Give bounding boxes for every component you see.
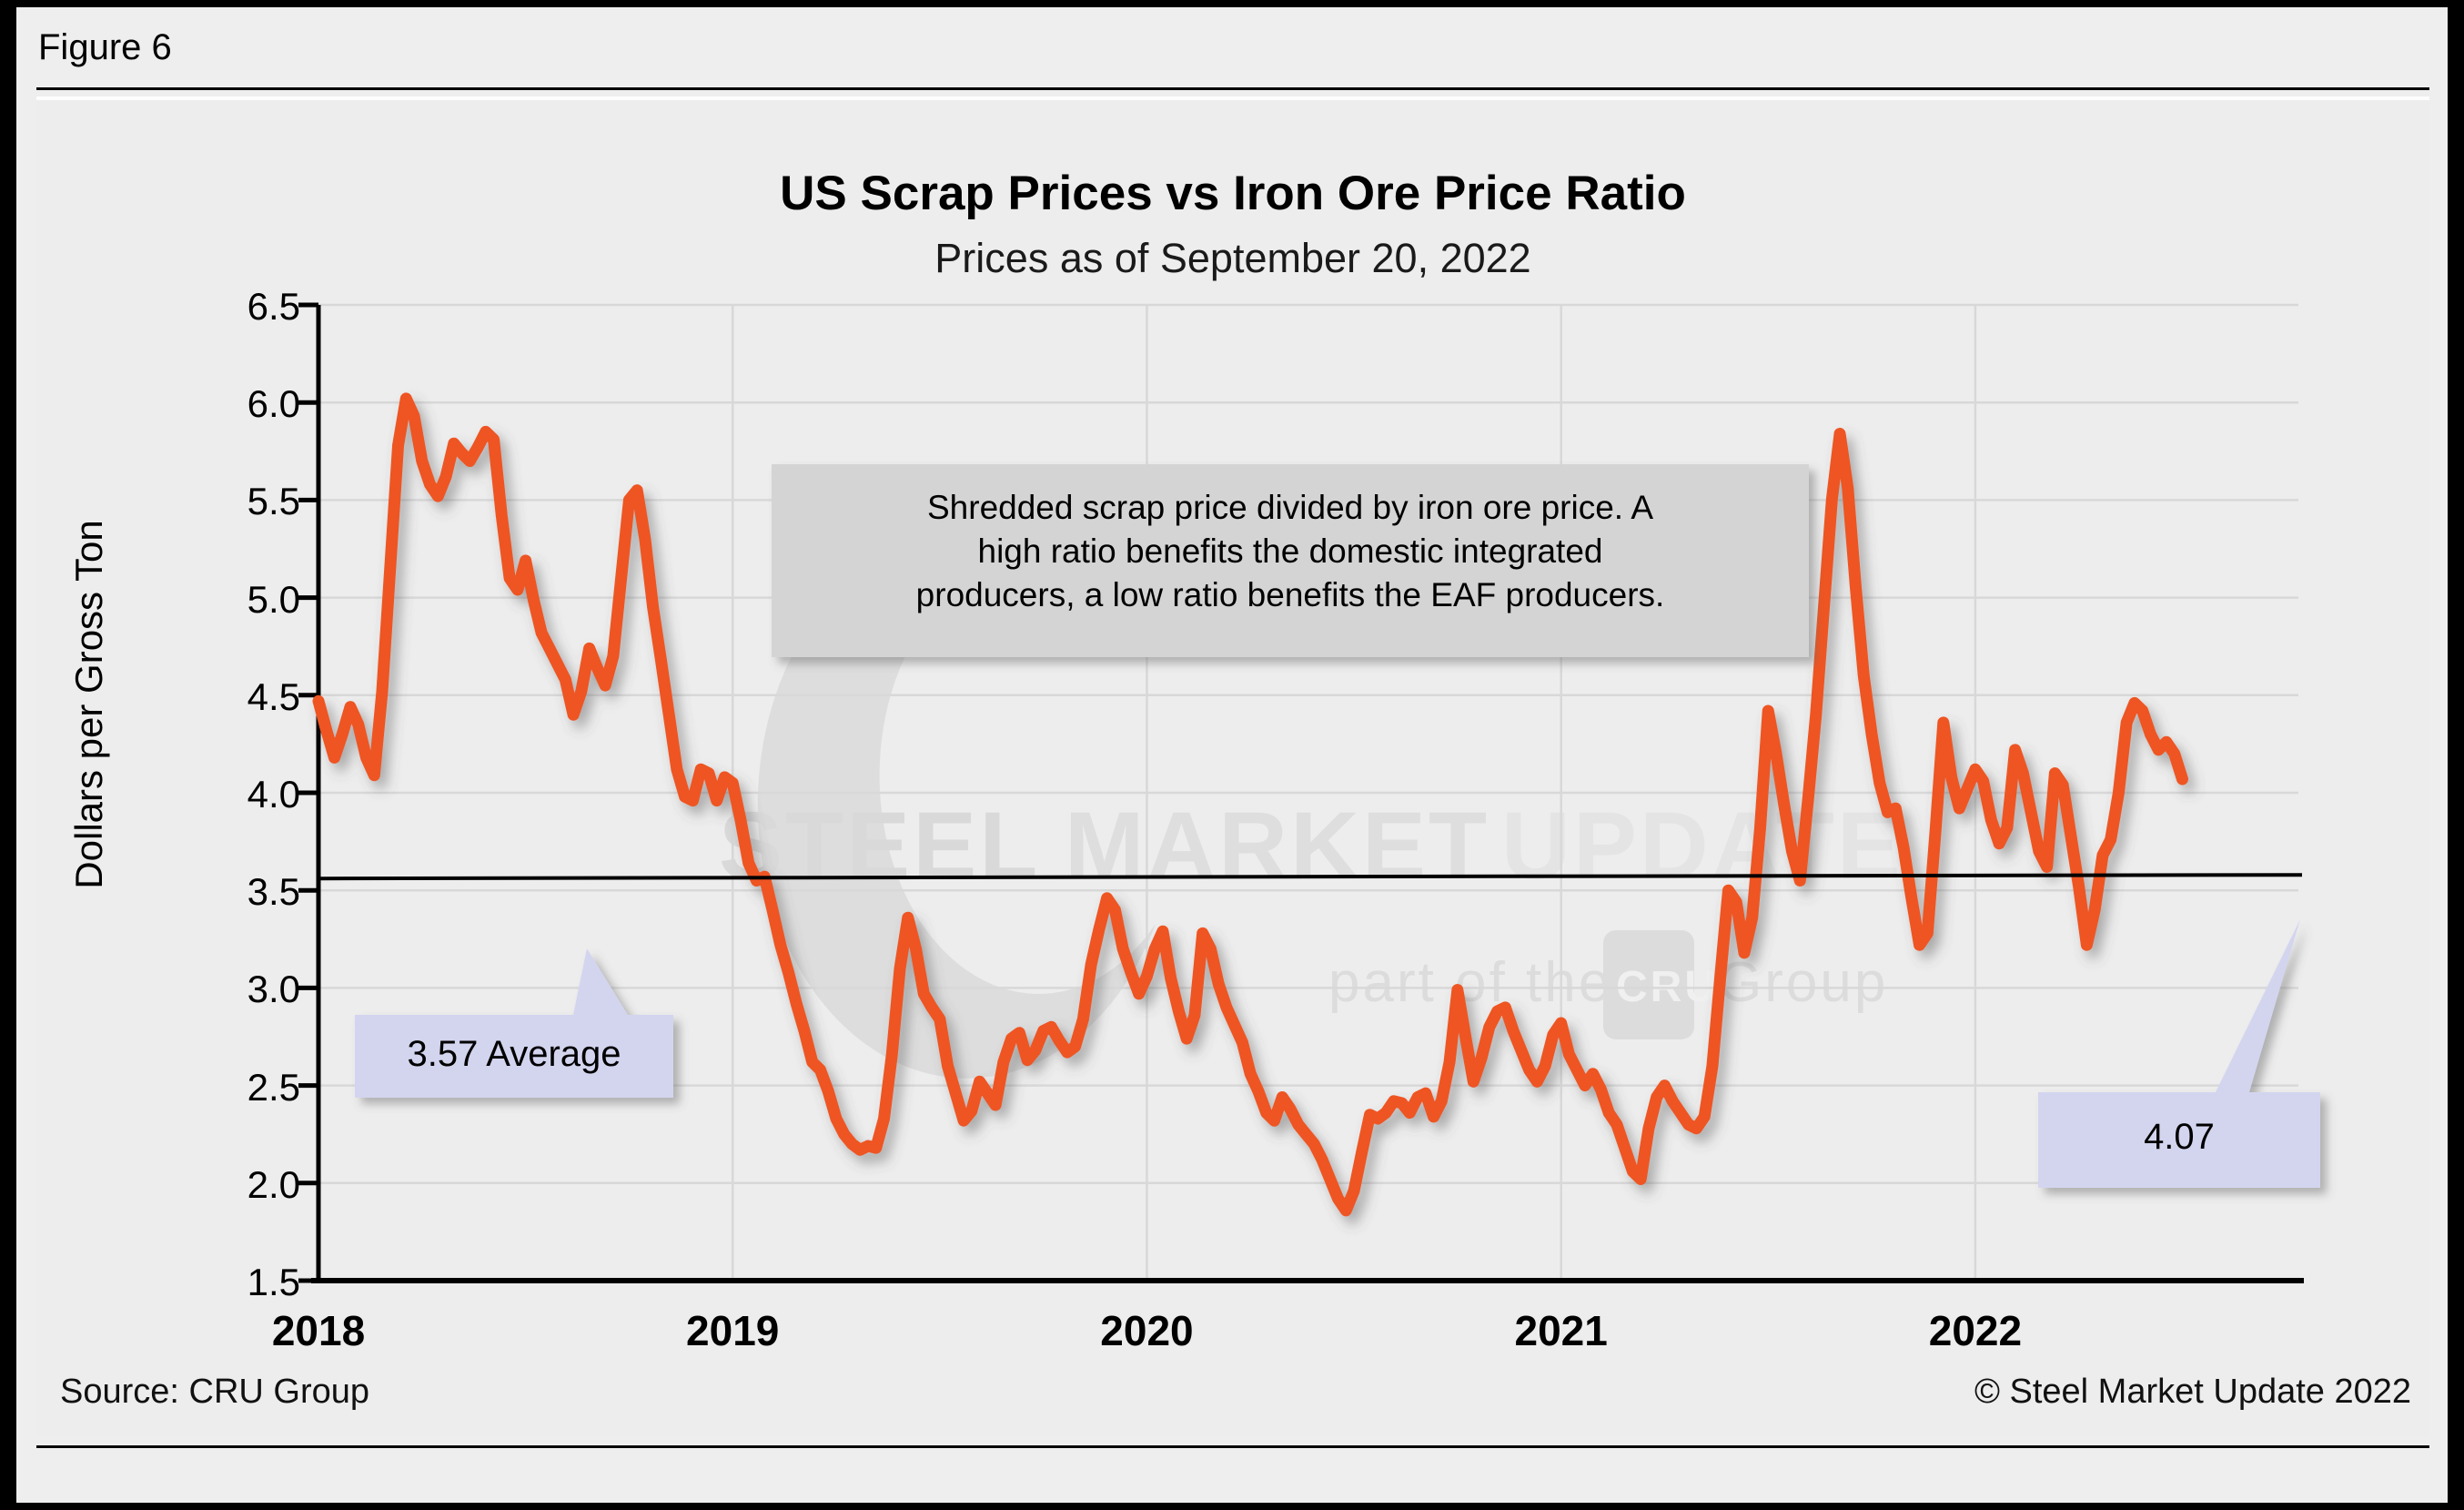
svg-text:UPDATE: UPDATE [1501, 793, 1904, 899]
x-tick-label: 2020 [1100, 1307, 1194, 1354]
x-tick-label: 2018 [271, 1307, 366, 1354]
y-tick-label: 1.5 [247, 1261, 300, 1303]
y-tick-label: 5.0 [247, 577, 300, 621]
copyright-text: © Steel Market Update 2022 [1974, 1373, 2411, 1411]
latest-value-callout-label: 4.07 [2144, 1117, 2215, 1157]
note-line: Shredded scrap price divided by iron ore… [927, 489, 1653, 526]
note-line: high ratio benefits the domestic integra… [977, 532, 1603, 571]
y-tick-label: 2.5 [247, 1065, 300, 1109]
x-tick-label: 2021 [1514, 1307, 1608, 1354]
y-tick-label: 3.5 [247, 870, 300, 914]
y-tick-label: 6.5 [247, 285, 300, 328]
svg-text:STEEL: STEEL [719, 793, 1040, 899]
header-divider [36, 87, 2429, 90]
y-tick-label: 4.0 [247, 773, 300, 816]
y-tick-label: 2.0 [247, 1162, 300, 1206]
source-text: Source: CRU Group [60, 1373, 370, 1411]
axes [298, 302, 2304, 1283]
x-tick-label: 2022 [1928, 1307, 2023, 1354]
note-box [772, 464, 1809, 657]
chart-subtitle: Prices as of September 20, 2022 [934, 235, 1531, 281]
average-line [318, 873, 2303, 881]
series-line [312, 392, 2188, 1217]
plot-area: Dollars per Gross Ton STEEL MARKET UPDATE p… [36, 100, 2429, 1440]
average-callout-label: 3.57 Average [407, 1034, 621, 1074]
svg-text:Group: Group [1718, 951, 1888, 1014]
figure-frame: Figure 6 US Scrap Prices vs Iron Ore Pri… [16, 7, 2448, 1503]
chart-title: US Scrap Prices vs Iron Ore Price Ratio [780, 167, 1686, 220]
figure-label: Figure 6 [38, 27, 172, 67]
chart-card: US Scrap Prices vs Iron Ore Price Ratio … [36, 96, 2429, 1436]
y-tick-label: 4.5 [247, 674, 300, 718]
svg-text:MARKET: MARKET [1065, 793, 1490, 899]
y-tick-label: 5.5 [247, 480, 300, 523]
y-tick-label: 3.0 [247, 968, 300, 1011]
note-line: producers, a low ratio benefits the EAF … [915, 576, 1665, 614]
note-box-text: Shredded scrap price divided by iron ore… [772, 486, 1809, 617]
figure-footer: Source: CRU Group © Steel Market Update … [16, 1373, 2448, 1436]
footer-divider [36, 1445, 2429, 1448]
y-tick-label: 6.0 [247, 382, 300, 426]
callouts [355, 919, 2320, 1188]
svg-text:part of the: part of the [1328, 951, 1612, 1014]
x-tick-label: 2019 [686, 1307, 780, 1354]
